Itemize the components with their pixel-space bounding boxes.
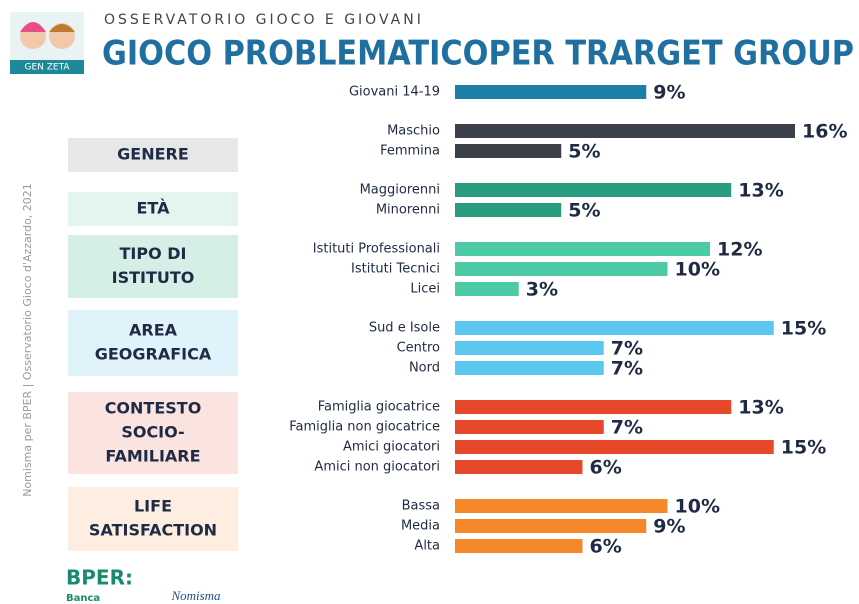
category-label: Famiglia giocatrice — [318, 400, 440, 415]
category-label: Amici giocatori — [343, 440, 440, 455]
bank-sub: Banca — [66, 593, 100, 604]
category-label: Alta — [414, 539, 440, 554]
partner-logo: Nomisma — [170, 588, 221, 603]
avatar-hat — [20, 22, 46, 32]
group-label: TIPO DI — [120, 244, 187, 263]
value-label: 6% — [590, 536, 622, 558]
value-label: 16% — [802, 121, 847, 143]
value-label: 10% — [675, 496, 720, 518]
bar — [455, 361, 604, 375]
bar — [455, 262, 668, 276]
category-label: Licei — [410, 282, 440, 297]
bar — [455, 242, 710, 256]
value-label: 5% — [568, 200, 600, 222]
bar — [455, 144, 562, 158]
bar — [455, 440, 774, 454]
bar — [455, 420, 604, 434]
bar — [455, 183, 732, 197]
bar — [455, 400, 732, 414]
value-label: 15% — [781, 318, 826, 340]
bar — [455, 499, 668, 513]
group-label: GEOGRAFICA — [95, 345, 212, 364]
bar — [455, 321, 774, 335]
group-label: CONTESTO — [105, 399, 202, 418]
bar — [455, 460, 583, 474]
category-label: Giovani 14-19 — [349, 85, 440, 100]
group-box — [68, 138, 238, 172]
value-label: 10% — [675, 259, 720, 281]
bar — [455, 203, 562, 217]
category-label: Nord — [409, 361, 440, 376]
value-label: 13% — [738, 397, 783, 419]
group-box — [68, 192, 238, 226]
group-label: FAMILIARE — [105, 447, 200, 466]
logo-text: GEN ZETA — [24, 63, 70, 73]
group-label: SATISFACTION — [89, 521, 217, 540]
value-label: 15% — [781, 437, 826, 459]
title: GIOCO PROBLEMATICOPER TRARGET GROUP — [102, 34, 854, 74]
group-box — [68, 310, 238, 376]
category-label: Femmina — [380, 144, 440, 159]
category-label: Centro — [397, 341, 440, 356]
bar — [455, 282, 519, 296]
category-label: Media — [401, 519, 440, 534]
category-label: Maschio — [387, 124, 440, 139]
value-label: 7% — [611, 358, 643, 380]
category-label: Maggiorenni — [360, 183, 440, 198]
group-label: ISTITUTO — [112, 268, 195, 287]
bar — [455, 341, 604, 355]
value-label: 12% — [717, 239, 762, 261]
category-label: Bassa — [402, 499, 440, 514]
source: Nomisma per BPER | Osservatorio Gioco d'… — [21, 183, 34, 497]
category-label: Istituti Tecnici — [351, 262, 440, 277]
kicker: OSSERVATORIO GIOCO E GIOVANI — [104, 12, 424, 28]
category-label: Minorenni — [376, 203, 440, 218]
category-label: Istituti Professionali — [313, 242, 440, 257]
bar — [455, 124, 795, 138]
avatar-hair — [49, 24, 75, 32]
bank-logo: BPER: — [66, 566, 133, 590]
group-box — [68, 392, 238, 474]
value-label: 5% — [568, 141, 600, 163]
group-label: ETÀ — [137, 199, 171, 218]
bar — [455, 85, 647, 99]
group-label: LIFE — [134, 497, 172, 516]
value-label: 9% — [653, 516, 685, 538]
value-label: 7% — [611, 417, 643, 439]
value-label: 6% — [590, 457, 622, 479]
group-box — [68, 235, 238, 298]
category-label: Famiglia non giocatrice — [289, 420, 440, 435]
bar — [455, 519, 647, 533]
category-label: Amici non giocatori — [314, 460, 440, 475]
group-label: AREA — [129, 321, 178, 340]
group-box — [68, 487, 238, 551]
value-label: 7% — [611, 338, 643, 360]
category-label: Sud e Isole — [369, 321, 440, 336]
logo-band — [10, 60, 84, 74]
value-label: 9% — [653, 82, 685, 104]
group-label: GENERE — [117, 145, 189, 164]
value-label: 3% — [526, 279, 558, 301]
group-label: SOCIO- — [121, 423, 184, 442]
value-label: 13% — [738, 180, 783, 202]
bar — [455, 539, 583, 553]
